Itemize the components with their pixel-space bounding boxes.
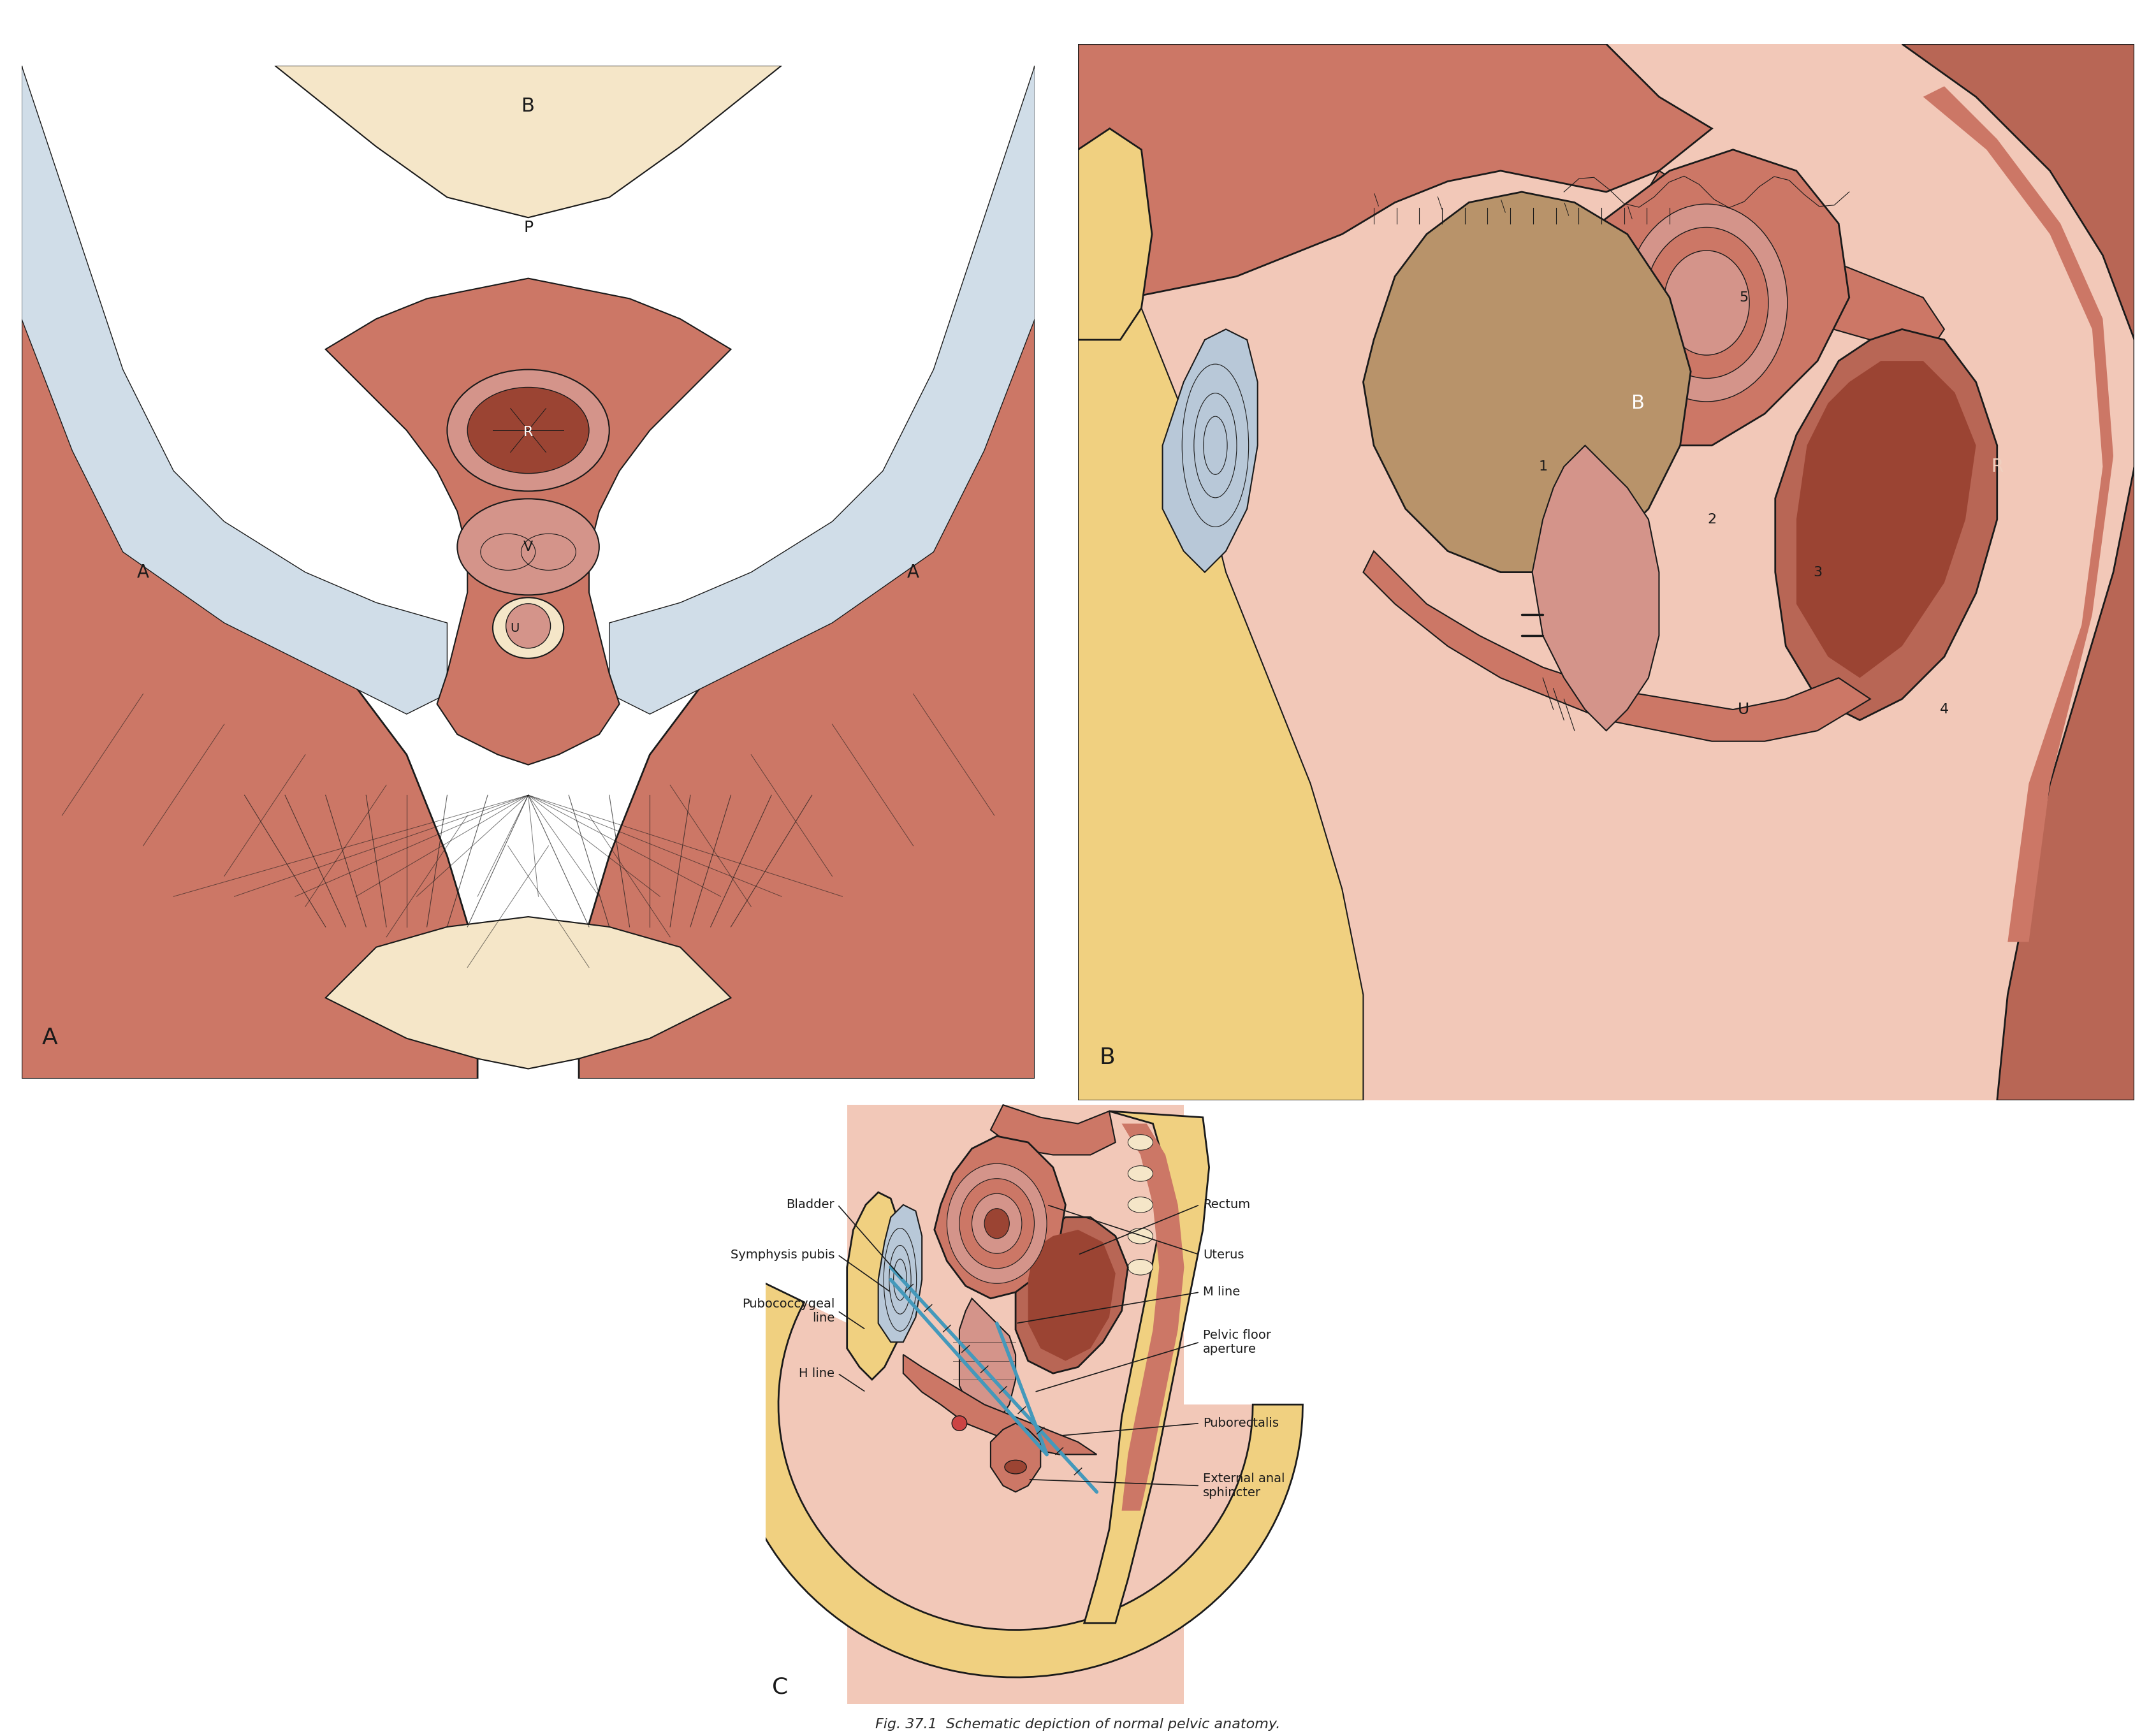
Polygon shape bbox=[1796, 361, 1977, 678]
Ellipse shape bbox=[468, 387, 589, 473]
Polygon shape bbox=[1028, 1229, 1115, 1361]
Ellipse shape bbox=[1626, 205, 1787, 402]
Bar bbox=[847, 1105, 1184, 1705]
Polygon shape bbox=[1121, 1124, 1184, 1510]
Polygon shape bbox=[1162, 329, 1257, 572]
Polygon shape bbox=[1015, 1217, 1128, 1373]
Text: C: C bbox=[772, 1677, 789, 1698]
Text: 5: 5 bbox=[1740, 291, 1749, 303]
Polygon shape bbox=[934, 1136, 1065, 1299]
Text: Pubococcygeal
line: Pubococcygeal line bbox=[742, 1297, 834, 1325]
Text: P: P bbox=[524, 220, 533, 236]
Ellipse shape bbox=[959, 1179, 1035, 1269]
Ellipse shape bbox=[457, 499, 599, 595]
Text: Uterus: Uterus bbox=[1203, 1248, 1244, 1261]
Polygon shape bbox=[1078, 43, 1712, 309]
Polygon shape bbox=[729, 1281, 1302, 1677]
Ellipse shape bbox=[1128, 1259, 1153, 1274]
Text: H line: H line bbox=[800, 1368, 834, 1379]
Text: R: R bbox=[524, 427, 533, 439]
Polygon shape bbox=[1923, 87, 2113, 942]
Text: B: B bbox=[522, 97, 535, 116]
Ellipse shape bbox=[946, 1164, 1048, 1283]
Text: A: A bbox=[908, 564, 918, 581]
Ellipse shape bbox=[1645, 227, 1768, 378]
Text: 2: 2 bbox=[1708, 513, 1716, 525]
Polygon shape bbox=[778, 1302, 1253, 1630]
Polygon shape bbox=[990, 1105, 1115, 1155]
Circle shape bbox=[953, 1415, 966, 1431]
Polygon shape bbox=[877, 1205, 923, 1342]
Ellipse shape bbox=[1128, 1228, 1153, 1243]
Ellipse shape bbox=[972, 1193, 1022, 1254]
Ellipse shape bbox=[446, 369, 610, 491]
Text: B: B bbox=[1632, 394, 1645, 413]
Text: U: U bbox=[511, 623, 520, 635]
Text: Rectum: Rectum bbox=[1203, 1198, 1250, 1210]
Text: External anal
sphincter: External anal sphincter bbox=[1203, 1472, 1285, 1498]
Polygon shape bbox=[1384, 224, 1660, 551]
Text: A: A bbox=[41, 1027, 58, 1049]
Polygon shape bbox=[990, 1424, 1041, 1491]
Polygon shape bbox=[22, 66, 446, 714]
Text: Symphysis pubis: Symphysis pubis bbox=[731, 1248, 834, 1261]
Polygon shape bbox=[610, 66, 1035, 714]
Text: B: B bbox=[1100, 1047, 1115, 1068]
Polygon shape bbox=[1363, 192, 1690, 572]
Text: Bladder: Bladder bbox=[787, 1198, 834, 1210]
Polygon shape bbox=[1563, 149, 1850, 446]
Text: 4: 4 bbox=[1940, 704, 1949, 716]
Ellipse shape bbox=[1128, 1165, 1153, 1181]
Polygon shape bbox=[903, 1354, 1097, 1455]
Text: Puborectalis: Puborectalis bbox=[1203, 1417, 1279, 1429]
Text: A: A bbox=[138, 564, 149, 581]
Polygon shape bbox=[326, 279, 731, 765]
Polygon shape bbox=[1078, 128, 1151, 340]
Text: V: V bbox=[524, 541, 533, 553]
Circle shape bbox=[507, 603, 550, 649]
Polygon shape bbox=[1617, 170, 1945, 361]
Ellipse shape bbox=[1128, 1196, 1153, 1212]
Polygon shape bbox=[22, 66, 479, 1079]
Text: 3: 3 bbox=[1813, 565, 1822, 579]
Text: U: U bbox=[1738, 702, 1749, 718]
Ellipse shape bbox=[1005, 1460, 1026, 1474]
Text: R: R bbox=[1990, 458, 2003, 475]
Polygon shape bbox=[580, 66, 1035, 1079]
Ellipse shape bbox=[494, 598, 563, 659]
Ellipse shape bbox=[985, 1209, 1009, 1238]
Polygon shape bbox=[1084, 1111, 1210, 1623]
Polygon shape bbox=[1078, 309, 1363, 1101]
Polygon shape bbox=[276, 66, 780, 217]
Polygon shape bbox=[1363, 551, 1871, 740]
Ellipse shape bbox=[996, 1455, 1035, 1479]
Ellipse shape bbox=[1128, 1134, 1153, 1150]
Polygon shape bbox=[959, 1299, 1015, 1424]
Text: 1: 1 bbox=[1539, 460, 1548, 473]
Ellipse shape bbox=[1664, 250, 1749, 355]
Polygon shape bbox=[1774, 329, 1996, 720]
Polygon shape bbox=[847, 1193, 903, 1380]
Polygon shape bbox=[1078, 43, 2134, 1101]
Polygon shape bbox=[1533, 446, 1660, 730]
Text: M line: M line bbox=[1203, 1287, 1240, 1299]
Text: Fig. 37.1  Schematic depiction of normal pelvic anatomy.: Fig. 37.1 Schematic depiction of normal … bbox=[875, 1718, 1281, 1731]
Text: Pelvic floor
aperture: Pelvic floor aperture bbox=[1203, 1328, 1272, 1356]
Polygon shape bbox=[1902, 43, 2134, 1101]
Polygon shape bbox=[326, 917, 731, 1068]
